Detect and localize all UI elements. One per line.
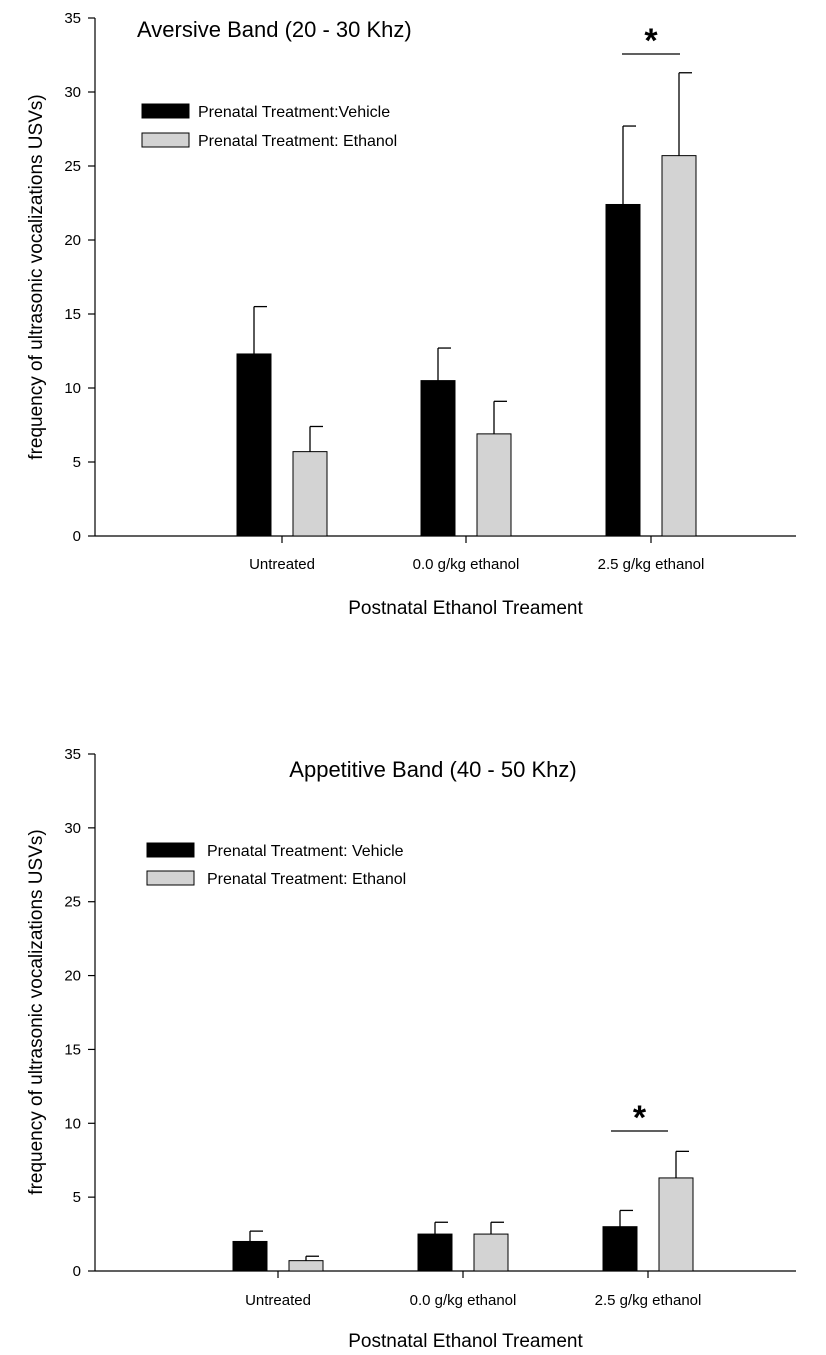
bar-ethanol [476, 433, 512, 537]
bar-ethanol [661, 155, 697, 537]
bar-vehicle [602, 1226, 638, 1272]
x-tick-label: 2.5 g/kg ethanol [598, 556, 705, 573]
legend-label: Prenatal Treatment: Ethanol [198, 133, 397, 150]
x-tick-label: Untreated [249, 556, 315, 573]
bar-vehicle [232, 1240, 268, 1272]
legend-label: Prenatal Treatment: Vehicle [207, 843, 404, 860]
bar-vehicle [420, 380, 456, 537]
y-tick-label: 5 [73, 1189, 81, 1206]
legend-swatch [141, 132, 190, 148]
y-tick-label: 35 [64, 10, 81, 27]
y-tick-label: 30 [64, 84, 81, 101]
y-axis-title: frequency of ultrasonic vocalizations US… [26, 829, 47, 1194]
x-tick-label: 0.0 g/kg ethanol [413, 556, 520, 573]
y-tick-label: 0 [73, 1263, 81, 1280]
x-tick-label: 0.0 g/kg ethanol [410, 1292, 517, 1309]
chart-title: Aversive Band (20 - 30 Khz) [137, 17, 412, 42]
y-tick-label: 25 [64, 894, 81, 911]
legend-swatch [141, 103, 190, 119]
y-tick-label: 10 [64, 380, 81, 397]
bar-ethanol [658, 1177, 694, 1272]
x-tick-label: Untreated [245, 1292, 311, 1309]
y-tick-label: 15 [64, 1041, 81, 1058]
y-tick-label: 25 [64, 158, 81, 175]
chart-panel-1: 0 5 10 15 20 25 30 35 Untreated 0.0 g/kg ethanol 2… [26, 10, 796, 619]
bar-vehicle [605, 203, 641, 537]
bar-ethanol [292, 451, 328, 537]
legend-swatch [146, 842, 195, 858]
y-tick-label: 15 [64, 306, 81, 323]
bar-ethanol [473, 1233, 509, 1272]
y-axis-title: frequency of ultrasonic vocalizations US… [26, 94, 47, 459]
legend-label: Prenatal Treatment:Vehicle [198, 104, 390, 121]
y-tick-label: 0 [73, 528, 81, 545]
legend-label: Prenatal Treatment: Ethanol [207, 871, 406, 888]
chart-panel-2: 0 5 10 15 20 25 30 35 Untreated 0.0 g/kg ethanol 2… [26, 746, 796, 1352]
significance-star: * [644, 22, 658, 60]
bar-vehicle [417, 1233, 453, 1272]
legend-swatch [146, 870, 195, 886]
y-tick-label: 5 [73, 454, 81, 471]
y-tick-label: 30 [64, 820, 81, 837]
chart-title: Appetitive Band (40 - 50 Khz) [289, 757, 576, 782]
x-tick-label: 2.5 g/kg ethanol [595, 1292, 702, 1309]
y-tick-label: 20 [64, 232, 81, 249]
significance-star: * [633, 1099, 647, 1137]
bar-vehicle [236, 353, 272, 537]
x-axis-title: Postnatal Ethanol Treament [348, 1331, 583, 1352]
y-tick-label: 35 [64, 746, 81, 763]
y-tick-label: 20 [64, 968, 81, 985]
x-axis-title: Postnatal Ethanol Treament [348, 598, 583, 619]
y-tick-label: 10 [64, 1115, 81, 1132]
bar-ethanol [288, 1260, 324, 1272]
